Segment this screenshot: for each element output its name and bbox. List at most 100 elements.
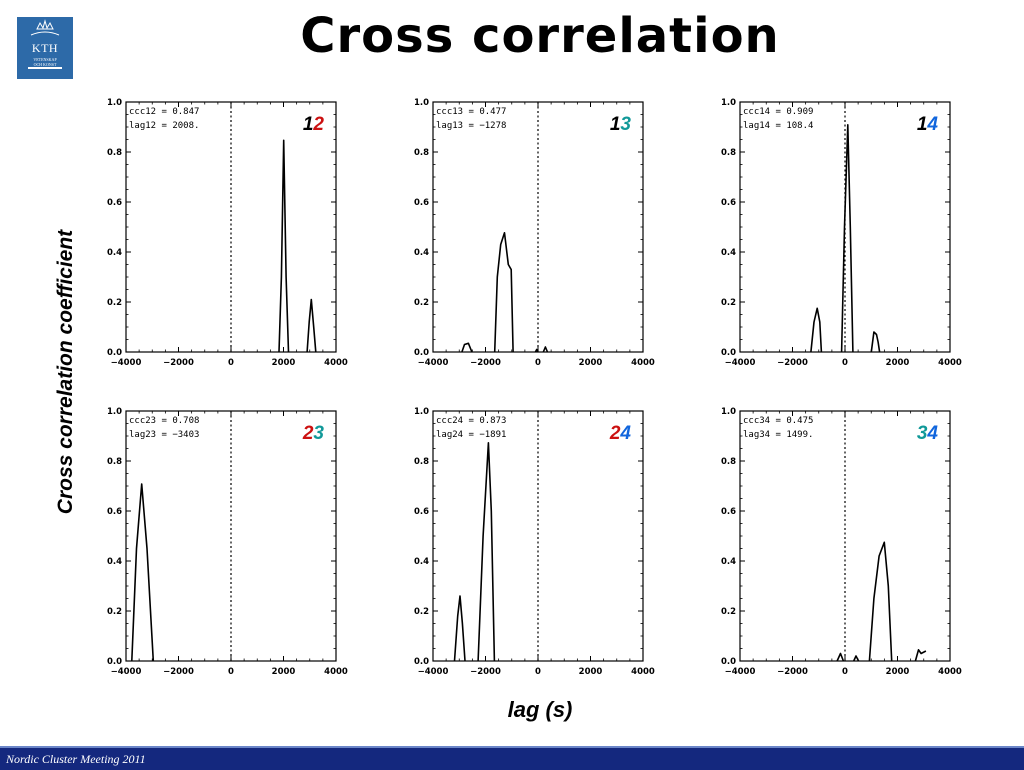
spacecraft-digit: 1 xyxy=(303,114,314,135)
x-tick-label: 4000 xyxy=(324,358,348,368)
coefficient-annotation: lag12 = 2008. xyxy=(129,121,199,131)
correlation-curve xyxy=(461,342,473,353)
x-tick-label: −4000 xyxy=(725,667,756,677)
logo-subtext: VETENSKAP xyxy=(33,57,57,62)
coefficient-annotation: lag24 = −1891 xyxy=(436,430,506,440)
y-tick-label: 1.0 xyxy=(414,98,429,108)
y-tick-label: 0.4 xyxy=(107,248,122,258)
correlation-curve xyxy=(534,348,539,353)
x-tick-label: 0 xyxy=(228,358,234,368)
x-tick-label: −4000 xyxy=(111,667,142,677)
coefficient-annotation: lag14 = 108.4 xyxy=(743,121,813,131)
y-tick-label: 0.2 xyxy=(414,607,429,617)
spacecraft-digit: 2 xyxy=(312,114,324,135)
x-tick-label: 0 xyxy=(535,667,541,677)
y-tick-label: 1.0 xyxy=(721,98,736,108)
spacecraft-digit: 1 xyxy=(917,114,928,135)
y-tick-label: 0.0 xyxy=(414,348,429,358)
spacecraft-digit: 4 xyxy=(619,423,631,444)
chart-panel: 0.0 0.2 0.4 0.6 0.8 1.0 −4000 −2000 0 2000 4000 ccc… xyxy=(721,98,962,368)
coefficient-annotation: ccc12 = 0.847 xyxy=(129,107,199,117)
crown-icon xyxy=(28,19,62,69)
y-tick-label: 0.6 xyxy=(107,198,122,208)
spacecraft-pair-label: 12 xyxy=(303,114,325,135)
x-tick-label: −4000 xyxy=(725,358,756,368)
kth-logo: KTH VETENSKAP OCH KONST xyxy=(17,17,73,79)
correlation-curve xyxy=(852,655,860,662)
coefficient-annotation: ccc24 = 0.873 xyxy=(436,416,506,426)
y-tick-label: 0.6 xyxy=(721,198,736,208)
coefficient-annotation: lag34 = 1499. xyxy=(743,430,813,440)
chart-panel: 0.0 0.2 0.4 0.6 0.8 1.0 −4000 −2000 0 2000 4000 ccc… xyxy=(721,407,962,677)
x-tick-label: −2000 xyxy=(163,358,194,368)
logo-text: KTH xyxy=(31,41,59,55)
x-tick-label: 4000 xyxy=(324,667,348,677)
y-tick-label: 0.2 xyxy=(721,298,736,308)
charts-grid: 0.00.20.40.60.81.0−4000 −2000 0 2000 4000ccc… xyxy=(107,98,962,677)
spacecraft-pair-label: 23 xyxy=(302,423,325,444)
spacecraft-pair-label: 14 xyxy=(917,114,939,135)
slide-title: Cross correlation xyxy=(300,8,780,64)
y-tick-label: 1.0 xyxy=(414,407,429,417)
coefficient-annotation: lag23 = −3403 xyxy=(129,430,199,440)
y-tick-label: 0.0 xyxy=(107,348,122,358)
correlation-curve xyxy=(131,483,155,662)
y-tick-label: 0.8 xyxy=(721,457,736,467)
x-tick-label: −2000 xyxy=(777,358,808,368)
x-tick-label: 0 xyxy=(842,358,848,368)
chart-panel: 0.0 0.2 0.4 0.6 0.8 1.0 −4000 −2000 0 2000 4000 ccc… xyxy=(107,407,348,677)
correlation-curve xyxy=(840,124,854,353)
y-tick-label: 0.6 xyxy=(107,507,122,517)
correlation-curve xyxy=(453,595,466,662)
spacecraft-digit: 4 xyxy=(926,423,938,444)
y-tick-label: 0.2 xyxy=(107,298,122,308)
correlation-curve xyxy=(914,649,927,662)
correlation-curve xyxy=(306,298,317,353)
x-tick-label: −4000 xyxy=(418,667,449,677)
y-tick-label: 0.8 xyxy=(414,148,429,158)
chart-panel: 0.0 0.2 0.4 0.6 0.8 1.0 −4000 −2000 0 2000 4000 ccc… xyxy=(107,98,348,368)
x-tick-label: 2000 xyxy=(579,358,603,368)
correlation-curve xyxy=(477,442,496,662)
coefficient-annotation: lag13 = −1278 xyxy=(436,121,506,131)
correlation-curve xyxy=(870,331,881,353)
x-tick-label: −2000 xyxy=(470,358,501,368)
correlation-curve xyxy=(868,541,893,662)
y-tick-label: 0.6 xyxy=(721,507,736,517)
correlation-curve xyxy=(493,232,514,353)
y-tick-label: 0.4 xyxy=(414,557,429,567)
x-tick-label: −2000 xyxy=(163,667,194,677)
y-tick-label: 0.4 xyxy=(721,248,736,258)
y-tick-label: 0.6 xyxy=(414,507,429,517)
x-tick-label: 2000 xyxy=(272,667,296,677)
spacecraft-digit: 3 xyxy=(620,114,631,135)
y-tick-label: 0.4 xyxy=(414,248,429,258)
x-tick-label: 4000 xyxy=(938,358,962,368)
x-tick-label: 2000 xyxy=(579,667,603,677)
x-tick-label: 4000 xyxy=(631,358,655,368)
y-tick-label: 1.0 xyxy=(721,407,736,417)
logo-subtext: OCH KONST xyxy=(33,62,57,67)
spacecraft-pair-label: 34 xyxy=(917,423,939,444)
y-tick-label: 0.8 xyxy=(721,148,736,158)
correlation-curve xyxy=(542,346,549,353)
x-tick-label: 0 xyxy=(842,667,848,677)
y-tick-label: 0.2 xyxy=(721,607,736,617)
spacecraft-digit: 3 xyxy=(917,423,928,444)
y-tick-label: 0.8 xyxy=(107,457,122,467)
y-tick-label: 0.0 xyxy=(721,348,736,358)
spacecraft-pair-label: 13 xyxy=(610,114,632,135)
x-tick-label: 0 xyxy=(535,358,541,368)
y-tick-label: 0.8 xyxy=(107,148,122,158)
x-tick-label: −4000 xyxy=(418,358,449,368)
x-tick-label: 4000 xyxy=(938,667,962,677)
correlation-curve xyxy=(810,307,823,353)
y-tick-label: 0.0 xyxy=(107,657,122,667)
x-tick-label: −4000 xyxy=(111,358,142,368)
spacecraft-digit: 2 xyxy=(609,423,621,444)
correlation-curve xyxy=(836,652,845,662)
spacecraft-digit: 2 xyxy=(302,423,314,444)
y-tick-label: 0.4 xyxy=(107,557,122,567)
spacecraft-pair-label: 24 xyxy=(609,423,632,444)
x-axis-label: lag (s) xyxy=(507,697,573,722)
